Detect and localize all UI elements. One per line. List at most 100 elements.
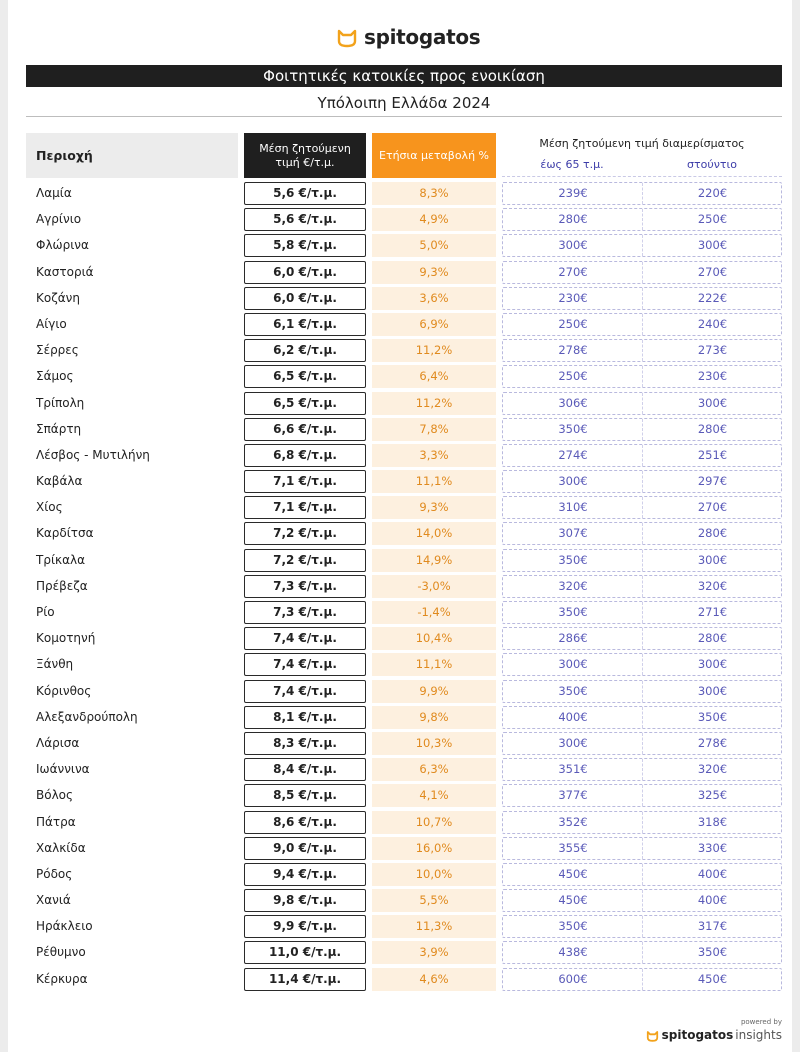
change-cell: 11,3%	[372, 915, 496, 939]
price-cell: 7,2 €/τ.μ.	[244, 522, 366, 546]
change-cell: 16,0%	[372, 836, 496, 860]
apt-up-to-65-cell: 286€	[558, 631, 588, 646]
table-row: Ιωάννινα 8,4 €/τ.μ. 6,3% 351€ 320€	[26, 758, 782, 784]
apt-studio-cell: 350€	[642, 942, 782, 964]
table-row: Καβάλα 7,1 €/τ.μ. 11,1% 300€ 297€	[26, 470, 782, 496]
column-header-apartment: Μέση ζητούμενη τιμή διαμερίσματος	[539, 137, 745, 150]
table-row: Σέρρες 6,2 €/τ.μ. 11,2% 278€ 273€	[26, 339, 782, 365]
apartment-cell-group: 286€ 280€	[502, 627, 782, 651]
region-cell: Κόρινθος	[36, 683, 92, 698]
region-cell: Αλεξανδρούπολη	[36, 709, 138, 724]
apt-up-to-65-cell: 350€	[558, 605, 588, 619]
apartment-cell-group: 280€ 250€	[502, 208, 782, 232]
column-header-studio: στούντιο	[687, 158, 737, 171]
change-cell: 10,4%	[372, 627, 496, 651]
table-row: Βόλος 8,5 €/τ.μ. 4,1% 377€ 325€	[26, 784, 782, 810]
region-cell: Φλώρινα	[36, 238, 89, 253]
footer-brand: spitogatos	[661, 1028, 734, 1042]
table-row: Χαλκίδα 9,0 €/τ.μ. 16,0% 355€ 330€	[26, 836, 782, 863]
price-cell: 7,2 €/τ.μ.	[244, 548, 366, 572]
region-cell: Πάτρα	[36, 814, 76, 829]
change-cell: 9,3%	[372, 496, 496, 520]
region-cell: Ξάνθη	[36, 657, 74, 672]
table-row: Αγρίνιο 5,6 €/τ.μ. 4,9% 280€ 250€	[26, 208, 782, 234]
region-cell: Χαλκίδα	[36, 840, 86, 855]
table-row: Τρίκαλα 7,2 €/τ.μ. 14,9% 350€ 300€	[26, 548, 782, 575]
apt-studio-cell: 297€	[642, 471, 782, 493]
region-cell: Λάρισα	[36, 735, 80, 750]
divider	[26, 116, 782, 117]
apt-up-to-65-cell: 450€	[558, 866, 588, 881]
change-cell: 6,9%	[372, 312, 496, 336]
apt-up-to-65-cell: 306€	[558, 395, 588, 410]
apt-up-to-65-cell: 350€	[558, 552, 588, 567]
apartment-cell-group: 350€ 317€	[502, 915, 782, 939]
change-cell: 3,9%	[372, 941, 496, 965]
price-cell: 6,1 €/τ.μ.	[244, 312, 366, 336]
change-cell: 10,0%	[372, 862, 496, 886]
table-row: Χανιά 9,8 €/τ.μ. 5,5% 450€ 400€	[26, 889, 782, 915]
price-cell: 9,9 €/τ.μ.	[244, 915, 366, 939]
apt-up-to-65-cell: 310€	[558, 500, 588, 515]
price-cell: 7,1 €/τ.μ.	[244, 496, 366, 520]
footer-logo: spitogatos insights	[646, 1028, 782, 1042]
change-cell: 10,7%	[372, 810, 496, 834]
change-cell: 8,3%	[372, 182, 496, 205]
region-cell: Αίγιο	[36, 316, 67, 331]
price-cell: 6,5 €/τ.μ.	[244, 365, 366, 389]
price-cell: 7,1 €/τ.μ.	[244, 470, 366, 494]
apt-up-to-65-cell: 355€	[558, 840, 588, 855]
region-cell: Καστοριά	[36, 264, 94, 279]
table-row: Αίγιο 6,1 €/τ.μ. 6,9% 250€ 240€	[26, 312, 782, 339]
apartment-cell-group: 351€ 320€	[502, 758, 782, 782]
apt-studio-cell: 250€	[642, 209, 782, 231]
region-cell: Τρίκαλα	[36, 552, 86, 567]
table-row: Τρίπολη 6,5 €/τ.μ. 11,2% 306€ 300€	[26, 391, 782, 418]
price-cell: 7,4 €/τ.μ.	[244, 679, 366, 703]
table-row: Αλεξανδρούπολη 8,1 €/τ.μ. 9,8% 400€ 350€	[26, 705, 782, 732]
apt-up-to-65-cell: 300€	[558, 238, 588, 253]
region-cell: Τρίπολη	[36, 395, 85, 410]
apt-up-to-65-cell: 250€	[558, 316, 588, 331]
table-row: Φλώρινα 5,8 €/τ.μ. 5,0% 300€ 300€	[26, 234, 782, 260]
apt-studio-cell: 317€	[642, 916, 782, 938]
apt-studio-cell: 251€	[642, 444, 782, 466]
table-row: Καστοριά 6,0 €/τ.μ. 9,3% 270€ 270€	[26, 260, 782, 287]
region-cell: Ηράκλειο	[36, 919, 93, 934]
apt-up-to-65-cell: 351€	[558, 762, 588, 777]
apt-up-to-65-cell: 320€	[558, 578, 588, 593]
price-cell: 11,4 €/τ.μ.	[244, 967, 366, 991]
region-cell: Κέρκυρα	[36, 971, 88, 986]
apartment-cell-group: 438€ 350€	[502, 941, 782, 965]
price-cell: 8,6 €/τ.μ.	[244, 810, 366, 834]
region-cell: Κοζάνη	[36, 290, 80, 305]
apt-studio-cell: 271€	[642, 602, 782, 623]
apartment-cell-group: 239€ 220€	[502, 182, 782, 205]
apt-up-to-65-cell: 350€	[558, 919, 588, 934]
apt-up-to-65-cell: 307€	[558, 526, 588, 541]
table-row: Κόρινθος 7,4 €/τ.μ. 9,9% 350€ 300€	[26, 679, 782, 706]
apartment-cell-group: 600€ 450€	[502, 967, 782, 991]
column-header-region: Περιοχή	[26, 133, 238, 178]
change-cell: 11,1%	[372, 653, 496, 677]
region-cell: Πρέβεζα	[36, 578, 88, 593]
apartment-cell-group: 320€ 320€	[502, 574, 782, 598]
apartment-cell-group: 250€ 230€	[502, 365, 782, 389]
apt-studio-cell: 300€	[642, 680, 782, 702]
price-cell: 7,4 €/τ.μ.	[244, 627, 366, 651]
change-cell: 3,3%	[372, 443, 496, 467]
apt-up-to-65-cell: 300€	[558, 474, 588, 489]
change-cell: 5,5%	[372, 889, 496, 913]
region-cell: Σέρρες	[36, 343, 79, 358]
column-header-change: Ετήσια μεταβολή %	[372, 133, 496, 178]
table-row: Σάμος 6,5 €/τ.μ. 6,4% 250€ 230€	[26, 365, 782, 391]
table-row: Κοζάνη 6,0 €/τ.μ. 3,6% 230€ 222€	[26, 286, 782, 313]
apartment-cell-group: 450€ 400€	[502, 889, 782, 913]
apartment-cell-group: 300€ 278€	[502, 731, 782, 755]
region-cell: Καβάλα	[36, 474, 83, 489]
change-cell: -3,0%	[372, 574, 496, 598]
apt-studio-cell: 280€	[642, 418, 782, 440]
cat-head-icon	[337, 29, 357, 48]
change-cell: 7,8%	[372, 417, 496, 441]
price-cell: 6,2 €/τ.μ.	[244, 339, 366, 363]
